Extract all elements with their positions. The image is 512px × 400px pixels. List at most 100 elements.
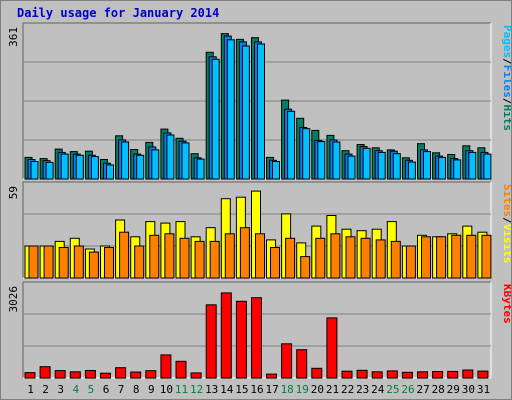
bar-kbytes-day-11 <box>175 360 187 379</box>
bar-pages-day-6 <box>106 164 114 180</box>
day-label-10: 10 <box>160 383 173 396</box>
bar-sites-day-23 <box>360 237 371 279</box>
bar-sites-day-16 <box>255 233 265 279</box>
bar-kbytes-day-27 <box>417 371 428 379</box>
bar-pages-day-30 <box>468 151 477 180</box>
bar-pages-day-31 <box>483 153 492 180</box>
day-label-19: 19 <box>296 383 309 396</box>
bar-sites-day-29 <box>451 234 462 279</box>
bar-sites-day-15 <box>239 227 250 279</box>
bar-sites-day-2 <box>43 245 54 279</box>
bar-kbytes-day-18 <box>281 343 293 379</box>
bar-kbytes-day-31 <box>477 370 489 379</box>
bar-sites-day-27 <box>421 236 431 279</box>
bar-pages-day-13 <box>211 58 220 180</box>
bar-sites-day-8 <box>134 245 145 279</box>
bar-sites-day-4 <box>73 245 84 279</box>
day-label-29: 29 <box>447 383 460 396</box>
bar-pages-day-29 <box>453 159 462 180</box>
bar-pages-day-18 <box>287 110 296 180</box>
bar-sites-day-22 <box>345 236 356 279</box>
series-legend-label: Pages/Files/Hits <box>501 25 511 131</box>
bar-pages-day-21 <box>332 141 341 180</box>
bar-kbytes-day-19 <box>296 349 308 379</box>
bar-pages-day-16 <box>257 43 265 180</box>
day-label-21: 21 <box>326 383 339 396</box>
bar-sites-day-11 <box>179 237 190 279</box>
bar-sites-day-19 <box>300 256 311 279</box>
bar-pages-day-1 <box>30 161 39 180</box>
scale-max-label: 59 <box>7 186 20 199</box>
bar-pages-day-2 <box>45 161 54 180</box>
bar-kbytes-day-2 <box>39 366 51 379</box>
day-label-12: 12 <box>190 383 203 396</box>
bar-pages-day-4 <box>75 154 84 180</box>
bar-kbytes-day-25 <box>386 370 398 379</box>
bar-kbytes-day-28 <box>432 371 444 379</box>
bar-pages-day-19 <box>302 128 311 180</box>
day-axis: 1 2 3 4 5 6 7 8 9 10 11 12 13 14 15 16 17 18 19 20 21 22 23 24 2… <box>27 383 490 396</box>
bar-pages-day-14 <box>226 39 235 180</box>
bar-pages-day-12 <box>196 158 205 180</box>
day-label-11: 11 <box>175 383 188 396</box>
bar-kbytes-day-30 <box>462 369 474 379</box>
bar-sites-day-25 <box>390 240 401 279</box>
bar-kbytes-day-6 <box>100 372 111 379</box>
bar-kbytes-day-9 <box>145 370 157 379</box>
bar-sites-day-6 <box>104 247 114 279</box>
day-label-24: 24 <box>371 383 385 396</box>
day-label-23: 23 <box>356 383 369 396</box>
day-label-3: 3 <box>57 383 64 396</box>
bar-pages-day-7 <box>121 141 130 180</box>
bar-kbytes-day-8 <box>130 371 142 379</box>
bar-kbytes-day-23 <box>356 369 368 379</box>
bar-pages-day-26 <box>407 161 416 180</box>
bar-kbytes-day-22 <box>341 370 353 379</box>
day-label-4: 4 <box>72 383 79 396</box>
bar-pages-day-23 <box>362 147 371 180</box>
day-label-28: 28 <box>432 383 445 396</box>
bar-sites-day-26 <box>405 245 416 279</box>
scale-max-label: 361 <box>7 27 20 47</box>
visits-sites-panel: 59 Sites/Visits <box>7 181 511 279</box>
bar-kbytes-day-24 <box>371 371 383 379</box>
bar-sites-day-3 <box>58 247 69 279</box>
bar-sites-day-9 <box>149 234 160 279</box>
day-label-22: 22 <box>341 383 354 396</box>
bar-sites-day-30 <box>466 234 477 279</box>
bar-pages-day-20 <box>317 141 326 180</box>
bar-pages-day-8 <box>136 154 145 180</box>
bar-pages-day-15 <box>241 45 250 180</box>
bar-pages-day-9 <box>151 149 160 180</box>
bar-sites-day-5 <box>88 251 99 279</box>
bar-kbytes-day-21 <box>326 317 338 379</box>
scale-max-label: 3026 <box>7 286 20 313</box>
bar-pages-day-10 <box>166 134 175 180</box>
bar-pages-day-28 <box>438 156 447 180</box>
day-label-8: 8 <box>133 383 140 396</box>
bar-kbytes-day-20 <box>311 367 323 379</box>
bar-pages-day-3 <box>60 153 69 180</box>
bar-pages-day-11 <box>181 142 190 180</box>
bar-kbytes-day-14 <box>220 292 232 379</box>
bar-kbytes-day-5 <box>84 370 96 379</box>
day-label-13: 13 <box>205 383 218 396</box>
day-label-27: 27 <box>416 383 429 396</box>
day-label-18: 18 <box>281 383 294 396</box>
day-label-1: 1 <box>27 383 34 396</box>
bar-pages-day-27 <box>423 151 431 180</box>
day-label-6: 6 <box>103 383 110 396</box>
bar-sites-day-10 <box>164 233 175 279</box>
chart-title: Daily usage for January 2014 <box>17 6 220 20</box>
day-label-16: 16 <box>250 383 263 396</box>
bar-kbytes-day-3 <box>54 370 66 379</box>
day-label-9: 9 <box>148 383 155 396</box>
bar-sites-day-1 <box>28 245 39 279</box>
bar-sites-day-28 <box>436 236 447 279</box>
bar-sites-day-31 <box>481 234 492 279</box>
bar-pages-day-25 <box>392 153 401 180</box>
bar-sites-day-13 <box>209 240 220 279</box>
bar-kbytes-day-12 <box>190 372 202 379</box>
bar-kbytes-day-16 <box>251 297 262 379</box>
